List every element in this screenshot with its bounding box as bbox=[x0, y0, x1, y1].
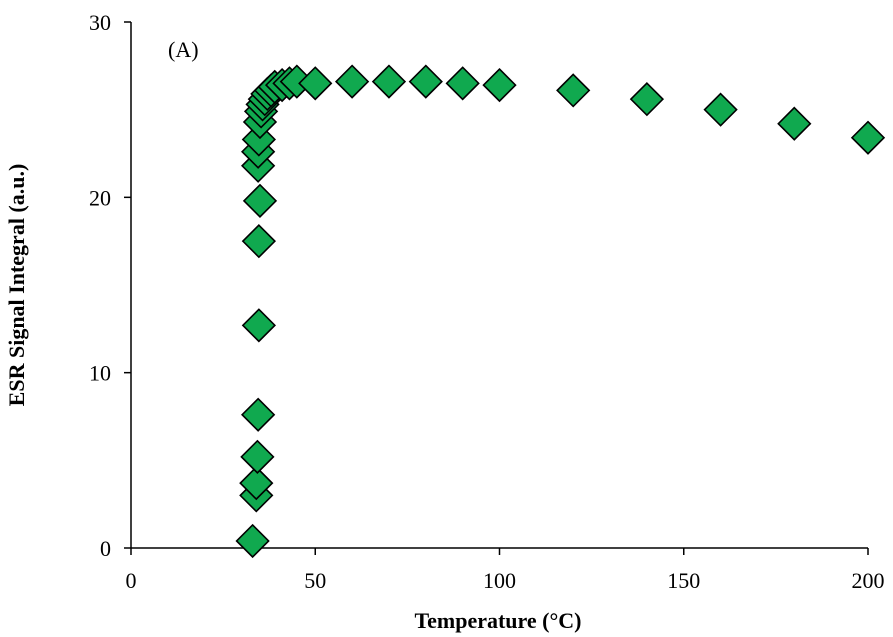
x-tick-label: 0 bbox=[126, 568, 137, 593]
data-point bbox=[334, 64, 370, 99]
data-point bbox=[408, 64, 443, 99]
data-point bbox=[241, 397, 276, 432]
ticks: 0 50 100 150 200 0 10 20 30 bbox=[89, 10, 885, 593]
data-points bbox=[235, 64, 886, 559]
data-point bbox=[298, 66, 333, 101]
x-tick-label: 150 bbox=[667, 568, 700, 593]
data-point bbox=[239, 465, 274, 501]
data-point bbox=[242, 183, 278, 218]
data-point bbox=[777, 106, 812, 141]
data-point bbox=[482, 67, 517, 103]
y-tick-label: 20 bbox=[89, 185, 111, 210]
data-point bbox=[445, 66, 480, 101]
panel-label: (A) bbox=[168, 37, 199, 62]
y-tick-label: 10 bbox=[89, 361, 111, 386]
data-point bbox=[371, 64, 407, 99]
data-point bbox=[629, 82, 665, 117]
data-point bbox=[850, 120, 886, 155]
x-tick-label: 200 bbox=[852, 568, 885, 593]
x-axis-label: Temperature (°C) bbox=[414, 608, 581, 633]
y-axis-label: ESR Signal Integral (a.u.) bbox=[4, 164, 29, 407]
y-tick-label: 0 bbox=[100, 536, 111, 561]
data-point bbox=[241, 122, 277, 157]
data-point bbox=[703, 92, 738, 127]
x-tick-label: 100 bbox=[483, 568, 516, 593]
data-point bbox=[556, 73, 591, 108]
y-tick-label: 30 bbox=[89, 10, 111, 35]
data-point bbox=[240, 439, 275, 474]
data-point bbox=[235, 523, 270, 559]
x-tick-label: 50 bbox=[304, 568, 326, 593]
data-point bbox=[241, 308, 277, 343]
data-point bbox=[241, 224, 277, 259]
